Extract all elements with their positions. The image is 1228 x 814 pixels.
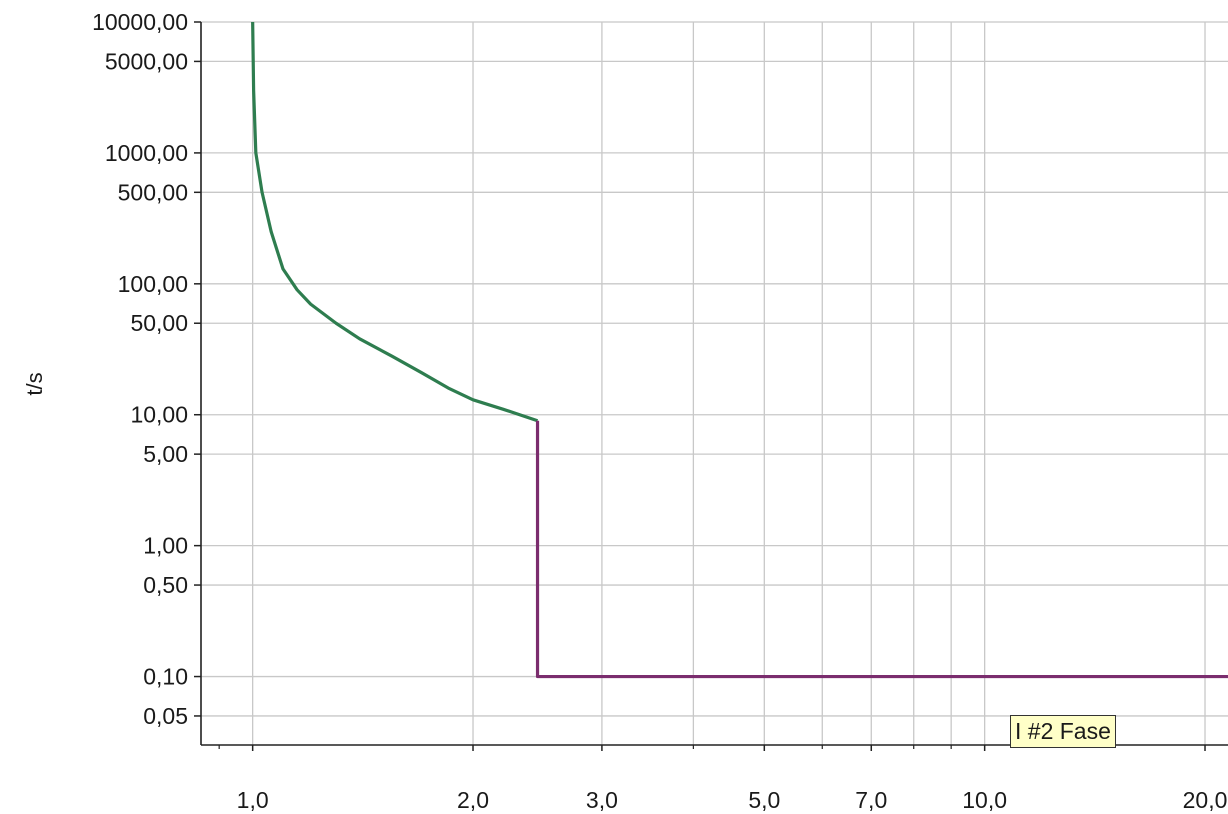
series — [251, 21, 1228, 679]
y-axis-title: t/s — [22, 372, 47, 395]
x-tick-label: 10,0 — [962, 787, 1007, 813]
y-tick-label: 50,00 — [130, 310, 188, 336]
y-tick-label: 100,00 — [118, 271, 188, 297]
y-tick-label: 5000,00 — [105, 48, 188, 74]
x-tick-label: 5,0 — [748, 787, 780, 813]
x-tick-label: 3,0 — [586, 787, 618, 813]
series-line-1 — [251, 21, 539, 423]
y-tick-label: 0,50 — [143, 572, 188, 598]
y-tick-label: 500,00 — [118, 179, 188, 205]
y-tick-label: 5,00 — [143, 441, 188, 467]
y-tick-label: 0,05 — [143, 703, 188, 729]
x-tick-label: 20,0 — [1183, 787, 1228, 813]
axes — [194, 21, 1228, 751]
x-tick-label: 1,0 — [237, 787, 269, 813]
y-tick-label: 10000,00 — [92, 9, 188, 35]
y-tick-labels: 10000,00 5000,00 1000,00 500,00 100,00 50,00 1… — [92, 9, 188, 729]
grid — [201, 21, 1228, 745]
x-tick-label: 2,0 — [457, 787, 489, 813]
y-tick-label: 1000,00 — [105, 140, 188, 166]
x-tick-label: 7,0 — [855, 787, 887, 813]
series-annotation-label: I #2 Fase — [1010, 715, 1116, 748]
y-tick-label: 10,00 — [130, 402, 188, 428]
x-tick-labels: 1,0 2,0 3,0 5,0 7,0 10,0 20,0 — [237, 787, 1228, 813]
y-tick-label: 1,00 — [143, 533, 188, 559]
series-line-2 — [535, 420, 1228, 679]
y-tick-label: 0,10 — [143, 664, 188, 690]
